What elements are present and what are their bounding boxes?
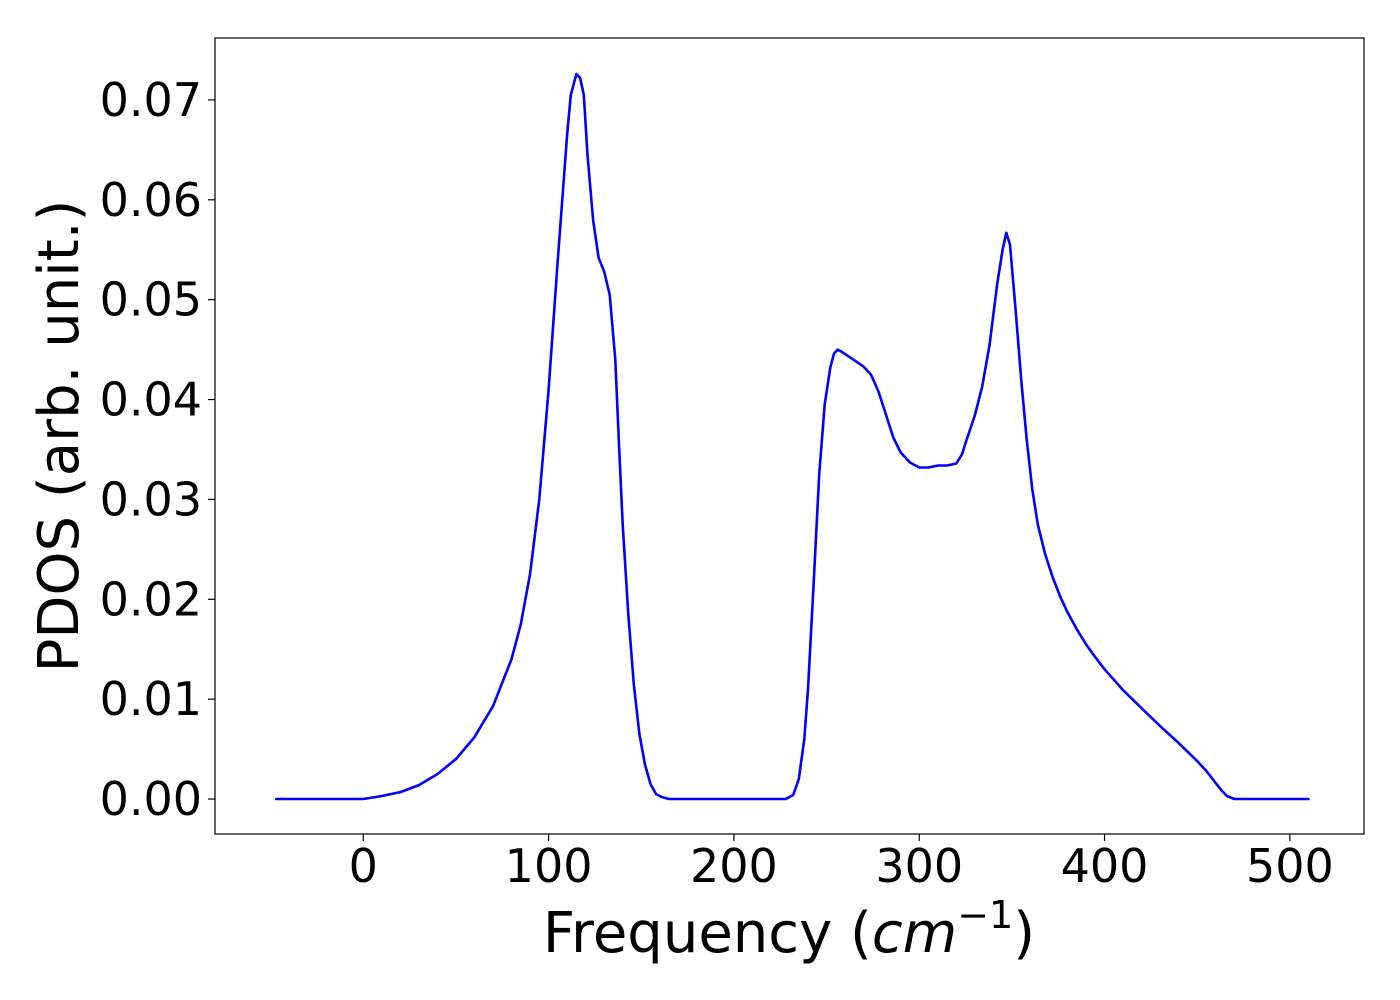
x-axis-label-exponent: −1: [957, 893, 1013, 937]
y-tick-label: 0.07: [100, 73, 202, 127]
plot-area-frame: [214, 37, 1365, 835]
x-axis-label-unit: cm: [872, 901, 957, 966]
x-tick-label: 500: [1246, 839, 1334, 893]
x-tick-label: 400: [1061, 839, 1149, 893]
x-axis-label: Frequency (cm−1): [543, 893, 1035, 966]
y-tick-label: 0.03: [100, 472, 202, 526]
y-tick-label: 0.00: [100, 772, 202, 826]
x-axis-label-text: Frequency (: [543, 901, 872, 966]
y-tick-label: 0.01: [100, 672, 202, 726]
y-tick-label: 0.06: [100, 173, 202, 227]
x-axis-ticks: 0 100 200 300 400 500: [349, 834, 1334, 893]
y-axis-label: PDOS (arb. unit.): [27, 200, 92, 673]
x-tick-label: 300: [875, 839, 963, 893]
x-tick-label: 200: [690, 839, 778, 893]
y-tick-label: 0.02: [100, 572, 202, 626]
x-tick-label: 100: [505, 839, 593, 893]
pdos-series-line: [274, 72, 1310, 801]
y-tick-label: 0.04: [100, 373, 202, 427]
y-axis-ticks: 0.00 0.01 0.02 0.03 0.04 0.05 0.06 0.07: [100, 73, 215, 826]
y-tick-label: 0.05: [100, 273, 202, 327]
x-axis-label-close: ): [1013, 901, 1035, 966]
x-tick-label: 0: [349, 839, 378, 893]
